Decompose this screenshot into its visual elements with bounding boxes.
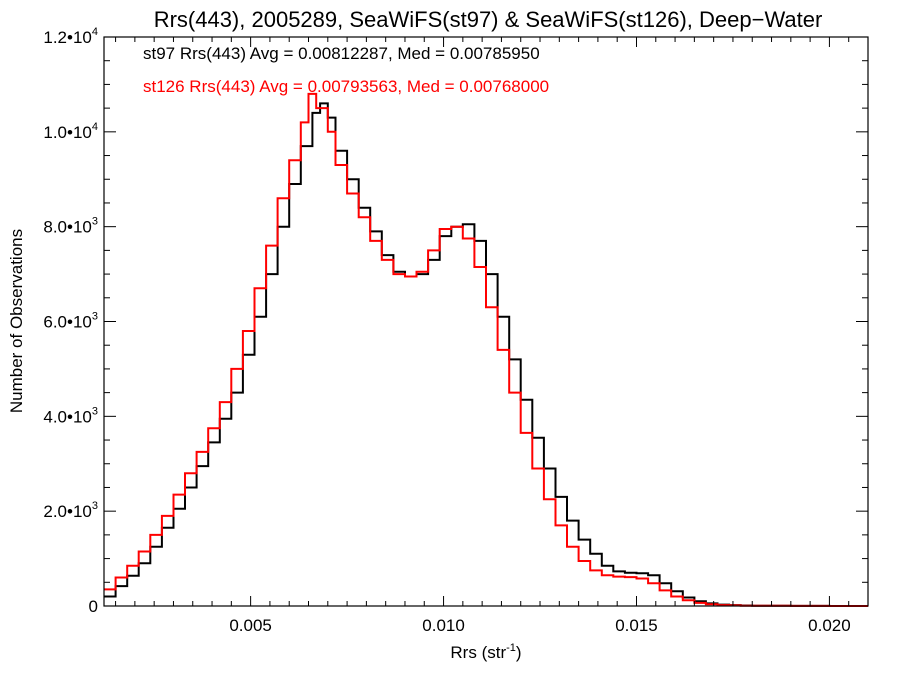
tick-layer <box>104 36 868 607</box>
y-tick-label: 1.2•104 <box>43 26 98 47</box>
plot-frame <box>103 36 869 607</box>
y-tick-label: 4.0•103 <box>43 405 98 426</box>
series-line-1 <box>104 92 868 607</box>
x-tick-label: 0.005 <box>229 616 272 635</box>
x-axis-label-exponent: -1 <box>506 642 516 654</box>
y-axis-label: Number of Observations <box>7 229 26 413</box>
x-axis-label-close: ) <box>516 643 522 662</box>
y-tick-label: 8.0•103 <box>43 216 98 237</box>
y-tick-label: 1.0•104 <box>43 121 98 142</box>
x-tick-label: 0.015 <box>615 616 658 635</box>
x-tick-label: 0.010 <box>422 616 465 635</box>
x-axis-label-main: Rrs (str <box>450 643 506 662</box>
y-tick-label: 0 <box>89 597 98 616</box>
annotation-st97: st97 Rrs(443) Avg = 0.00812287, Med = 0.… <box>143 44 540 63</box>
annotation-st126: st126 Rrs(443) Avg = 0.00793563, Med = 0… <box>143 77 549 96</box>
y-tick-label: 6.0•103 <box>43 311 98 332</box>
series-layer <box>104 92 868 607</box>
y-tick-label: 2.0•103 <box>43 500 98 521</box>
series-line-0 <box>104 102 868 607</box>
chart-title: Rrs(443), 2005289, SeaWiFS(st97) & SeaWi… <box>154 7 823 32</box>
x-axis-label: Rrs (str-1) <box>450 642 521 662</box>
x-tick-label: 0.020 <box>808 616 851 635</box>
tick-label-layer: 0.005 0.010 0.015 0.020 0 2.0•103 4.0•103 6.0•1… <box>43 26 850 635</box>
